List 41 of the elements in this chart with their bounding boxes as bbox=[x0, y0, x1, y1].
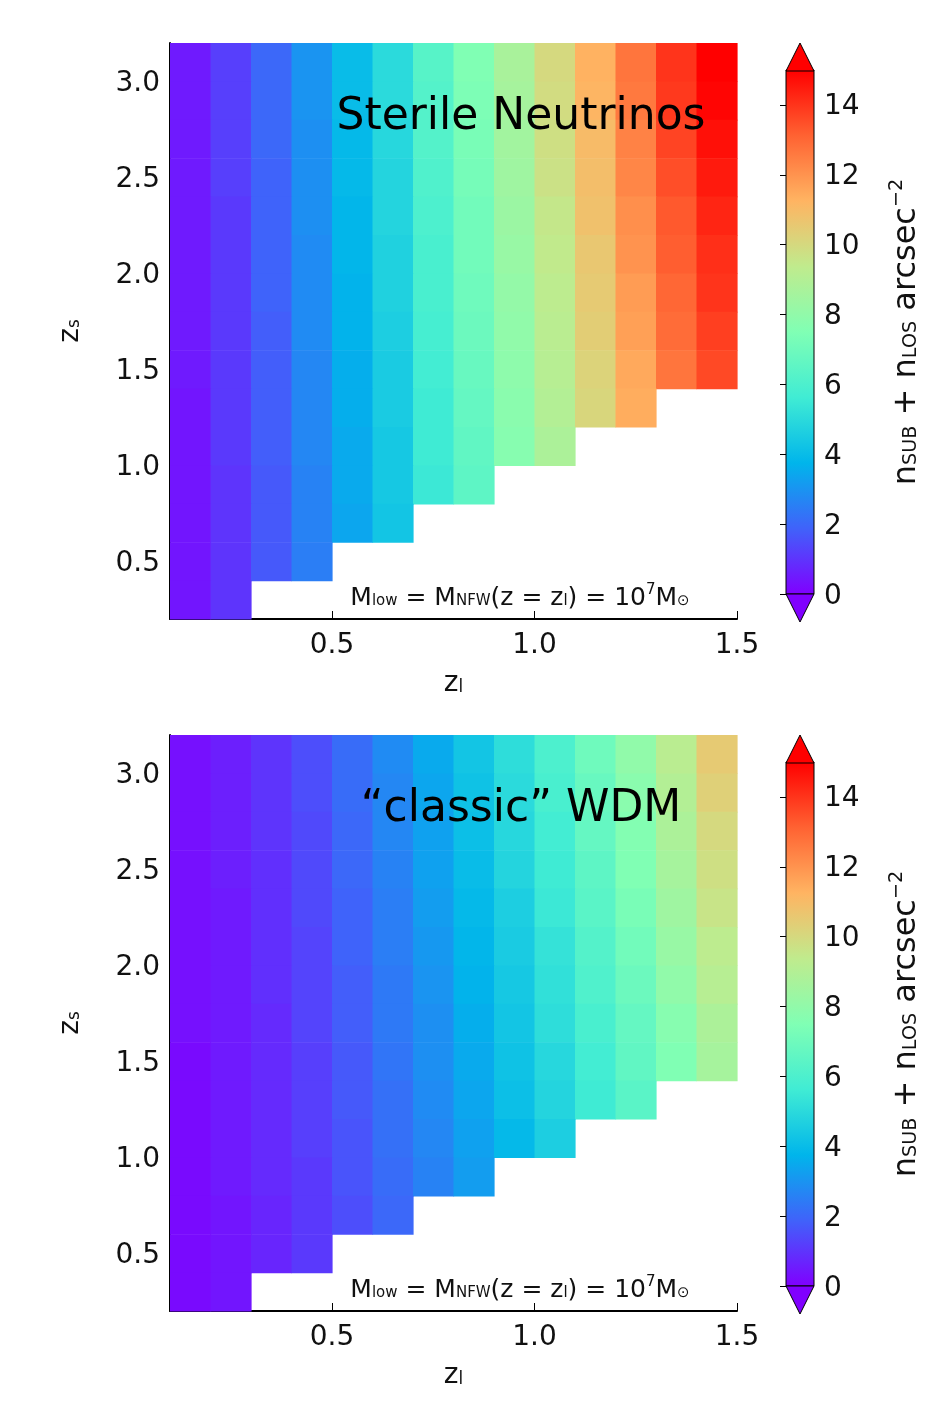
color-bar-label: 0 bbox=[824, 577, 842, 611]
color-bar-label: 4 bbox=[824, 1129, 842, 1163]
y-tick-label: 2.5 bbox=[115, 160, 160, 194]
y-tick-label: 2.5 bbox=[115, 852, 160, 886]
x-tick-label: 1.5 bbox=[714, 1318, 760, 1352]
y-tick-label: 1.0 bbox=[115, 448, 160, 482]
text: “classic” WDM bbox=[360, 779, 682, 831]
x-tick-label: 1.5 bbox=[714, 626, 760, 660]
y-tick-label: 2.0 bbox=[115, 948, 160, 982]
x-tick-label: 0.5 bbox=[309, 1318, 355, 1352]
color-bar-label: 12 bbox=[824, 850, 860, 884]
y-tick-label: 1.0 bbox=[115, 1140, 160, 1174]
x-tick-label: 1.0 bbox=[512, 626, 557, 660]
x-tick-label: 1.0 bbox=[512, 1318, 557, 1352]
color-bar-label: 4 bbox=[824, 437, 842, 471]
color-bar-label: 6 bbox=[824, 1059, 842, 1093]
y-tick-label: 2.0 bbox=[115, 256, 160, 290]
x-axis-title: zl bbox=[443, 664, 464, 698]
color-bar-label: 2 bbox=[824, 1199, 842, 1233]
y-tick-label: 0.5 bbox=[115, 544, 160, 578]
y-tick-label: 0.5 bbox=[115, 1236, 160, 1270]
color-bar-label: 0 bbox=[824, 1269, 842, 1303]
x-axis-title: zl bbox=[443, 1356, 464, 1390]
y-tick-label: 3.0 bbox=[115, 756, 160, 790]
color-bar-label: 8 bbox=[824, 298, 842, 332]
y-tick-label: 1.5 bbox=[115, 1044, 160, 1078]
x-tick-label: 0.5 bbox=[309, 626, 355, 660]
color-bar-label: 14 bbox=[824, 780, 860, 814]
color-bar-title: nSUB + nLOS arcsec−2 bbox=[884, 870, 924, 1178]
color-bar-label: 8 bbox=[824, 990, 842, 1024]
color-bar-title: nSUB + nLOS arcsec−2 bbox=[884, 178, 924, 486]
y-tick-label: 3.0 bbox=[115, 64, 160, 98]
color-bar-label: 2 bbox=[824, 507, 842, 541]
y-tick-label: 1.5 bbox=[115, 352, 160, 386]
color-bar-label: 12 bbox=[824, 158, 860, 192]
y-axis-title: zs bbox=[51, 319, 85, 343]
y-axis-title: zs bbox=[51, 1011, 85, 1035]
color-bar-label: 10 bbox=[824, 228, 860, 262]
color-bar-label: 6 bbox=[824, 367, 842, 401]
color-bar-label: 14 bbox=[824, 88, 860, 122]
color-bar-label: 10 bbox=[824, 920, 860, 954]
